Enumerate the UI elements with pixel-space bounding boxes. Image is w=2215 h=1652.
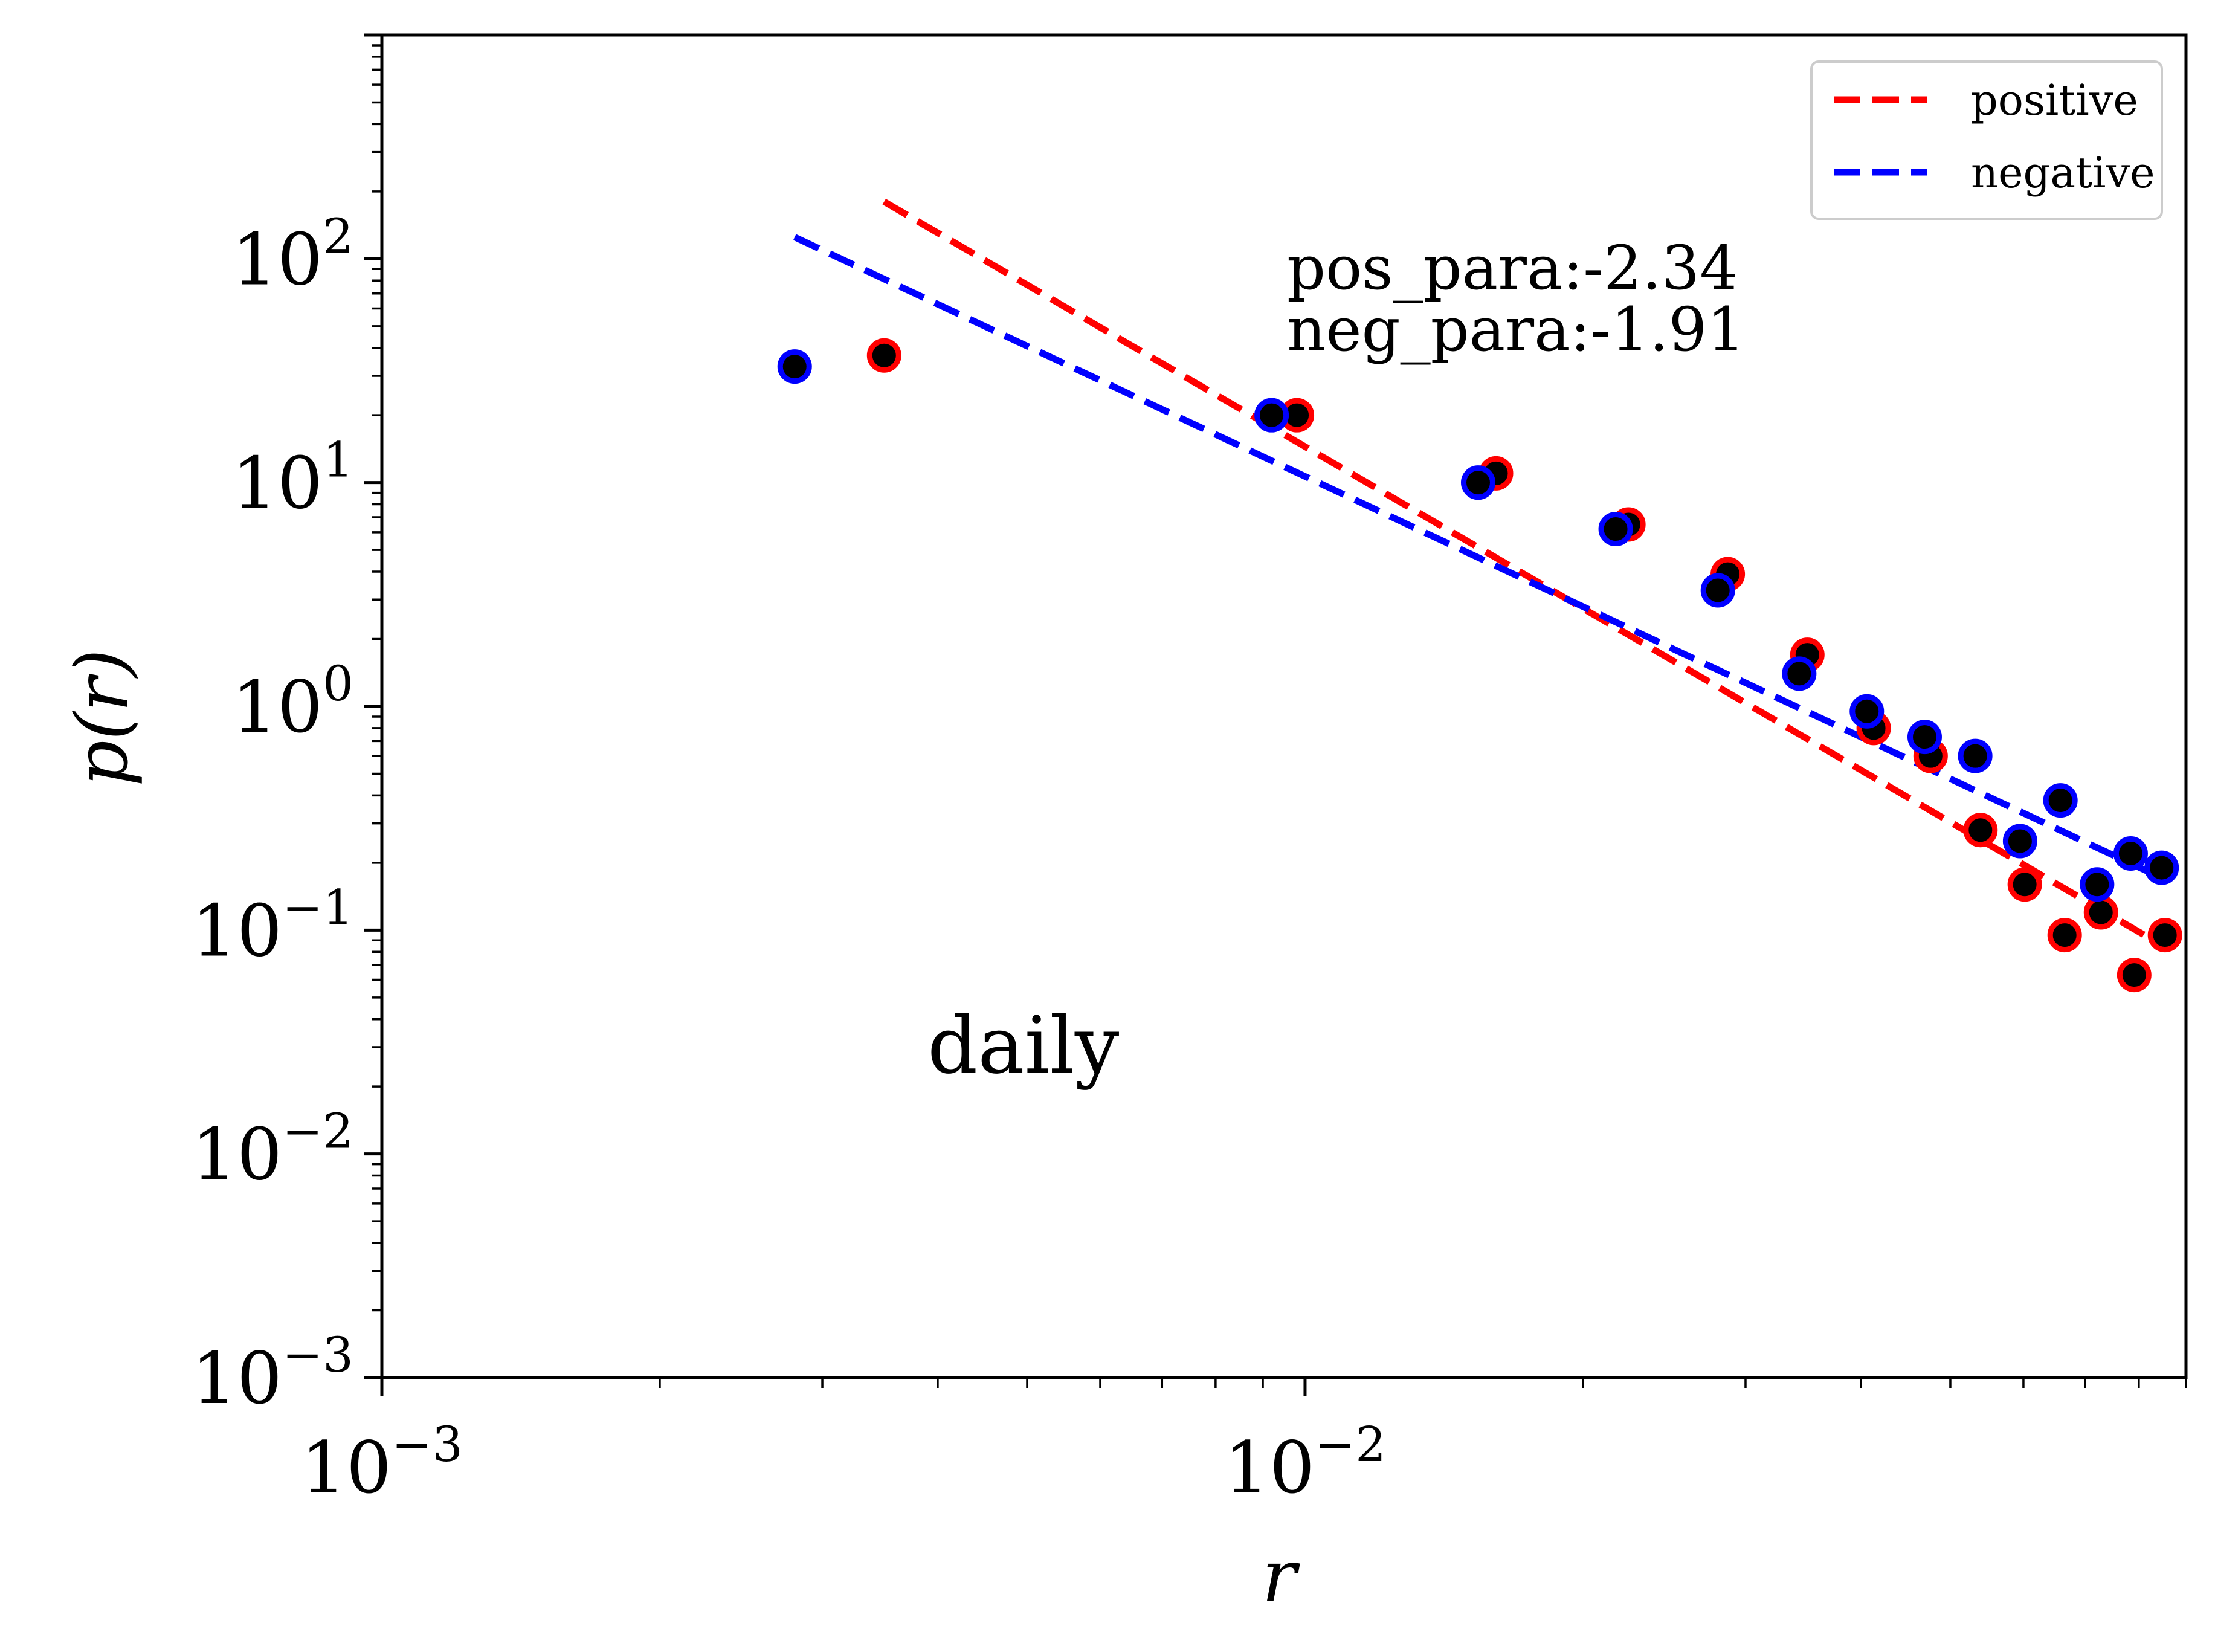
x-tick-label: 10−2 — [1224, 1416, 1386, 1509]
data-point-series2-13 — [2144, 850, 2179, 885]
data-point-series1-0 — [866, 338, 901, 373]
y-tick-label: 102 — [232, 208, 353, 301]
pos-para-annotation: pos_para:-2.34 — [1287, 233, 1738, 303]
data-point-series1-11 — [2083, 895, 2118, 930]
axis-ticks — [364, 33, 2187, 1396]
data-point-series1-10 — [2047, 918, 2082, 953]
data-point-series2-0 — [777, 349, 812, 384]
data-point-series2-4 — [1700, 573, 1735, 608]
data-point-series2-8 — [1958, 738, 1993, 773]
y-tick-label: 10−3 — [192, 1327, 353, 1420]
data-points — [777, 338, 2182, 993]
fit-line-positive — [882, 199, 2165, 949]
data-point-series2-12 — [2113, 836, 2148, 871]
data-point-series2-1 — [1254, 398, 1289, 433]
y-tick-label: 100 — [232, 656, 353, 749]
data-point-series1-13 — [2147, 918, 2182, 953]
y-tick-label: 101 — [232, 432, 353, 525]
data-point-series2-9 — [2002, 824, 2037, 859]
legend-positive-label: positive — [1971, 76, 2138, 125]
x-tick-label: 10−3 — [301, 1416, 463, 1509]
data-point-series2-2 — [1460, 465, 1495, 500]
period-annotation: daily — [927, 999, 1120, 1091]
legend-negative-label: negative — [1971, 148, 2155, 198]
data-point-series2-6 — [1849, 694, 1885, 729]
y-tick-label: 10−2 — [192, 1103, 353, 1196]
data-point-series1-8 — [1963, 813, 1998, 848]
x-axis-label: r — [1262, 1535, 1300, 1619]
data-point-series2-10 — [2043, 783, 2078, 818]
neg-para-annotation: neg_para:-1.91 — [1287, 294, 1746, 365]
data-point-series1-12 — [2117, 958, 2152, 993]
plot-area-frame — [380, 33, 2188, 1379]
y-tick-label: 10−1 — [192, 879, 353, 972]
data-point-series1-9 — [2007, 867, 2042, 902]
axis-tick-labels: 10−3 10−2 10−3 10−2 10−1 100 101 102 — [192, 208, 1386, 1509]
y-axis-label: p(r) — [60, 649, 144, 787]
legend: positive negative — [1810, 60, 2163, 220]
data-point-series2-3 — [1598, 512, 1633, 547]
data-point-series2-7 — [1907, 720, 1942, 755]
data-point-series2-5 — [1782, 656, 1817, 691]
data-point-series2-11 — [2080, 867, 2115, 902]
